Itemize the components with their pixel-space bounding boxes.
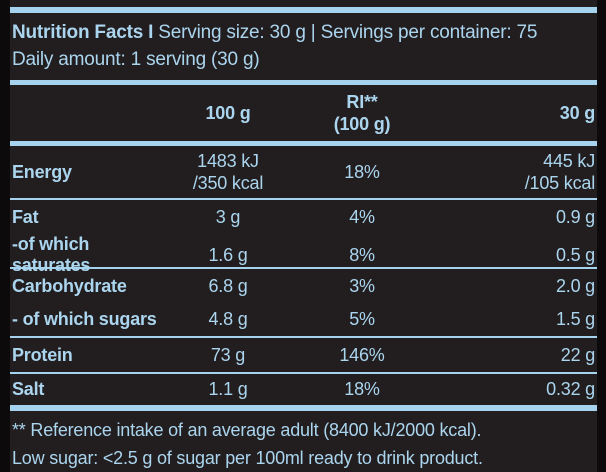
column-header-row: 100 g RI** (100 g) 30 g <box>10 85 597 141</box>
value-per-30g: 0.5 g <box>555 244 595 265</box>
daily-amount-line: Daily amount: 1 serving (30 g) <box>12 49 260 70</box>
row-label: - of which sugars <box>12 309 157 329</box>
reference-intake-note: ** Reference intake of an average adult … <box>12 420 482 440</box>
label-header: Nutrition Facts I Serving size: 30 g | S… <box>10 13 597 80</box>
column-header-100g: 100 g <box>205 103 251 123</box>
value-ri: 18% <box>344 379 380 399</box>
energy-100g-kj: 1483 kJ <box>197 151 259 171</box>
value-per-100g: 73 g <box>210 344 246 365</box>
table-row-salt: Salt 1.1 g 18% 0.32 g <box>10 374 597 405</box>
footer-divider-bar <box>10 405 597 411</box>
value-per-30g: 445 kJ /105 kcal <box>440 150 595 194</box>
table-row-sugars: - of which sugars 4.8 g 5% 1.5 g <box>10 303 597 336</box>
value-per-100g: 6.8 g <box>208 275 248 296</box>
energy-30g-kcal: /105 kcal <box>524 173 595 193</box>
column-header-ri-line2: (100 g) <box>333 114 391 134</box>
value-per-100g: 1.6 g <box>208 244 248 265</box>
row-label: Energy <box>12 161 72 182</box>
divider <box>10 372 597 374</box>
value-ri: 8% <box>349 244 375 265</box>
footnotes: ** Reference intake of an average adult … <box>10 411 597 472</box>
colheader-divider-bar <box>10 141 597 146</box>
value-ri: 5% <box>349 309 375 329</box>
value-per-30g: 0.9 g <box>555 206 595 227</box>
energy-100g-kcal: /350 kcal <box>192 173 264 193</box>
table-row-carbohydrate: Carbohydrate 6.8 g 3% 2.0 g <box>10 269 597 303</box>
low-sugar-note: Low sugar: <2.5 g of sugar per 100ml rea… <box>12 448 483 468</box>
value-per-100g: 4.8 g <box>208 309 248 329</box>
value-ri: 4% <box>349 206 375 227</box>
divider <box>10 336 597 338</box>
row-label: Salt <box>12 379 45 399</box>
top-bar <box>10 7 597 13</box>
column-header-ri: RI** (100 g) <box>284 91 440 135</box>
column-header-ri-line1: RI** <box>346 92 378 112</box>
serving-line: Nutrition Facts I Serving size: 30 g | S… <box>12 19 595 46</box>
value-per-30g: 0.32 g <box>546 379 595 399</box>
header-divider-bar <box>10 80 597 85</box>
value-per-30g: 22 g <box>560 344 595 365</box>
row-label: Protein <box>12 344 73 365</box>
value-per-100g: 1483 kJ /350 kcal <box>172 150 284 194</box>
value-ri: 18% <box>344 161 380 182</box>
top-spacer <box>10 0 597 7</box>
table-row-saturates: -of which saturates 1.6 g 8% 0.5 g <box>10 234 597 275</box>
row-label: Carbohydrate <box>12 275 127 296</box>
serving-info: Serving size: 30 g | Servings per contai… <box>153 22 538 43</box>
table-row-energy: Energy 1483 kJ /350 kcal 18% 445 kJ /105… <box>10 146 597 198</box>
value-per-100g: 1.1 g <box>208 379 248 399</box>
value-per-30g: 2.0 g <box>555 275 595 296</box>
table-row-protein: Protein 73 g 146% 22 g <box>10 338 597 372</box>
divider <box>10 198 597 200</box>
row-label: Fat <box>12 206 39 227</box>
value-per-30g: 1.5 g <box>555 309 595 329</box>
energy-30g-kj: 445 kJ <box>543 151 595 171</box>
value-per-100g: 3 g <box>215 206 241 227</box>
nutrition-facts-title: Nutrition Facts I <box>12 22 154 43</box>
column-header-30g: 30 g <box>559 102 595 123</box>
value-ri: 146% <box>339 344 385 365</box>
table-row-fat: Fat 3 g 4% 0.9 g <box>10 200 597 234</box>
nutrition-label-panel: Nutrition Facts I Serving size: 30 g | S… <box>10 0 597 472</box>
row-label: -of which saturates <box>12 234 91 275</box>
value-ri: 3% <box>349 275 375 296</box>
divider <box>10 267 597 269</box>
